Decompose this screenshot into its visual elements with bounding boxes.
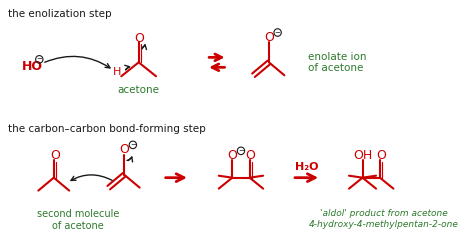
Text: H: H — [113, 67, 122, 77]
Text: −: − — [238, 148, 244, 154]
Text: second molecule
of acetone: second molecule of acetone — [36, 210, 119, 231]
Text: O: O — [376, 149, 386, 162]
Text: O: O — [228, 149, 237, 162]
Text: O: O — [264, 31, 274, 44]
Text: −: − — [36, 56, 42, 62]
Text: the carbon–carbon bond-forming step: the carbon–carbon bond-forming step — [9, 124, 206, 134]
Text: O: O — [246, 149, 255, 162]
Text: −: − — [274, 30, 281, 36]
Text: H₂O: H₂O — [295, 162, 319, 172]
Text: enolate ion
of acetone: enolate ion of acetone — [308, 51, 366, 73]
Text: O: O — [50, 149, 60, 162]
Text: OH: OH — [353, 149, 372, 162]
Text: O: O — [119, 143, 129, 156]
Text: −: − — [130, 142, 136, 148]
Text: the enolization step: the enolization step — [9, 9, 112, 19]
Text: acetone: acetone — [118, 85, 160, 95]
Text: 'aldol' product from acetone
4-hydroxy-4-methylpentan-2-one: 'aldol' product from acetone 4-hydroxy-4… — [309, 210, 459, 229]
Text: HO: HO — [22, 60, 43, 73]
Text: O: O — [135, 32, 145, 45]
